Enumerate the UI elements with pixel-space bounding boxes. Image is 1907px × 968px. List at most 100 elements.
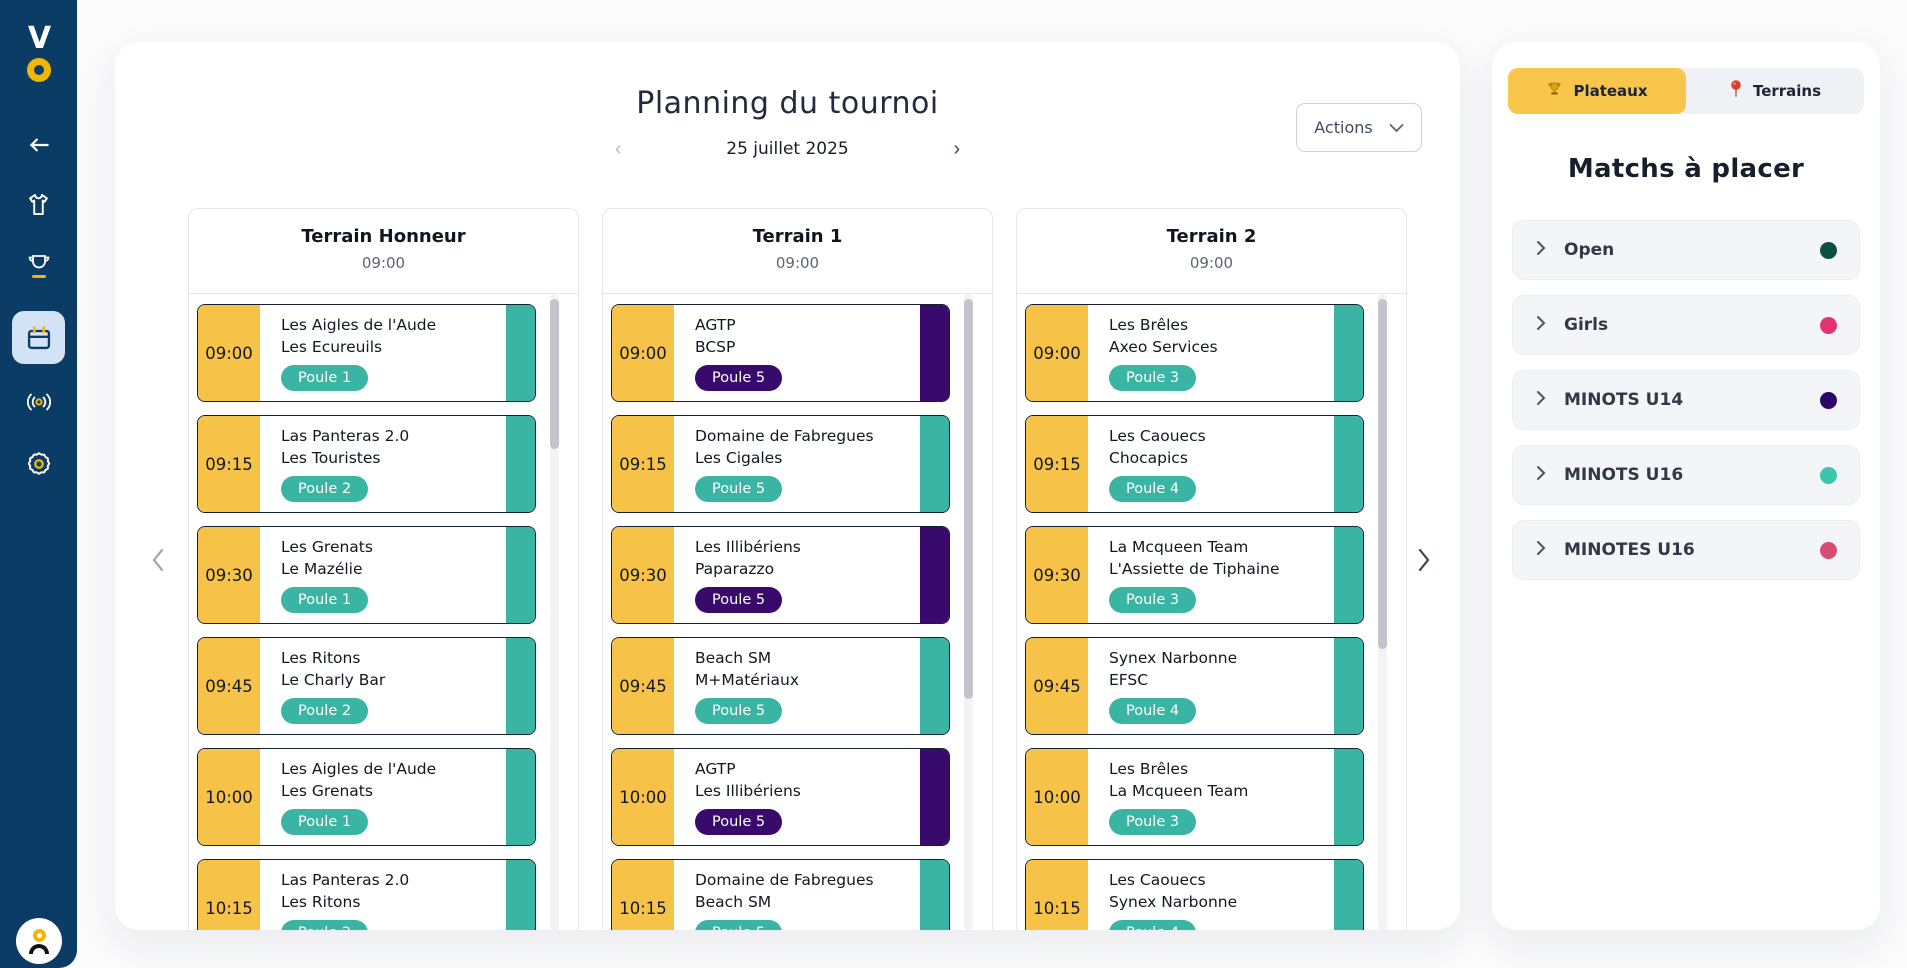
match-card[interactable]: 10:15 Les Caouecs Synex Narbonne Poule 4 (1025, 859, 1364, 930)
carousel-prev-button[interactable] (149, 547, 167, 576)
match-card[interactable]: 10:00 Les Aigles de l'Aude Les Grenats P… (197, 748, 536, 846)
column-scrollbar-thumb[interactable] (1378, 299, 1387, 649)
matches-panel: Plateaux Terrains Matchs à placer Open G… (1492, 42, 1880, 930)
match-time: 09:15 (198, 416, 260, 512)
match-accent-strip (506, 527, 535, 623)
tab-terrains[interactable]: Terrains (1686, 68, 1864, 114)
match-time: 10:00 (1026, 749, 1088, 845)
match-accent-strip (920, 527, 949, 623)
match-time: 10:00 (198, 749, 260, 845)
match-team2: M+Matériaux (695, 671, 800, 689)
match-team1: Les Ritons (281, 649, 361, 667)
match-poule-badge: Poule 2 (281, 920, 369, 930)
match-team2: EFSC (1109, 671, 1149, 689)
match-card[interactable]: 09:45 Les Ritons Le Charly Bar Poule 2 (197, 637, 536, 735)
match-card[interactable]: 09:15 Domaine de Fabregues Les Cigales P… (611, 415, 950, 513)
match-card[interactable]: 09:15 Les Caouecs Chocapics Poule 4 (1025, 415, 1364, 513)
jersey-icon (25, 191, 52, 218)
sidebar-item-tournaments[interactable] (12, 242, 65, 295)
match-team2: Les Touristes (281, 449, 381, 467)
match-poule-badge: Poule 2 (281, 698, 369, 724)
match-card[interactable]: 09:30 La Mcqueen Team L'Assiette de Tiph… (1025, 526, 1364, 624)
match-time: 10:15 (612, 860, 674, 930)
sidebar-item-teams[interactable] (12, 178, 65, 231)
sidebar-item-planning[interactable] (12, 311, 65, 364)
tab-plateaux-label: Plateaux (1573, 82, 1648, 100)
terrain-column-body: 09:00 AGTP BCSP Poule 5 09:15 Domaine de… (603, 294, 992, 930)
match-card[interactable]: 09:45 Synex Narbonne EFSC Poule 4 (1025, 637, 1364, 735)
match-card[interactable]: 09:45 Beach SM M+Matériaux Poule 5 (611, 637, 950, 735)
sidebar-item-live[interactable] (12, 375, 65, 428)
match-info: Les Illibériens Paparazzo Poule 5 (674, 527, 920, 623)
category-row[interactable]: MINOTES U16 (1512, 520, 1860, 580)
match-team2: La Mcqueen Team (1109, 782, 1249, 800)
back-button[interactable] (12, 118, 65, 171)
category-row[interactable]: Open (1512, 220, 1860, 280)
match-time: 09:00 (1026, 305, 1088, 401)
match-team2: Les Illibériens (695, 782, 801, 800)
match-card[interactable]: 09:30 Les Grenats Le Mazélie Poule 1 (197, 526, 536, 624)
match-card[interactable]: 09:00 AGTP BCSP Poule 5 (611, 304, 950, 402)
date-navigator: ‹ 25 juillet 2025 › (115, 139, 1460, 159)
card-list: 09:00 Les Brêles Axeo Services Poule 3 0… (1025, 304, 1364, 930)
current-date-label: 25 juillet 2025 (726, 139, 849, 159)
prev-day-button[interactable]: ‹ (614, 138, 622, 160)
match-accent-strip (920, 860, 949, 930)
match-poule-badge: Poule 3 (1109, 587, 1197, 613)
match-team1: Les Illibériens (695, 538, 801, 556)
avatar-body-icon (29, 943, 49, 954)
match-card[interactable]: 09:00 Les Brêles Axeo Services Poule 3 (1025, 304, 1364, 402)
match-card[interactable]: 10:00 Les Brêles La Mcqueen Team Poule 3 (1025, 748, 1364, 846)
category-row[interactable]: MINOTS U16 (1512, 445, 1860, 505)
category-row[interactable]: MINOTS U14 (1512, 370, 1860, 430)
match-team1: Les Aigles de l'Aude (281, 760, 437, 778)
match-team2: Axeo Services (1109, 338, 1218, 356)
terrain-start-time: 09:00 (361, 254, 406, 272)
match-team1: Les Brêles (1109, 316, 1189, 334)
settings-icon (25, 450, 53, 478)
carousel-next-button[interactable] (1415, 547, 1433, 576)
match-info: Les Aigles de l'Aude Les Grenats Poule 1 (260, 749, 506, 845)
card-list: 09:00 AGTP BCSP Poule 5 09:15 Domaine de… (611, 304, 950, 930)
match-accent-strip (1334, 638, 1363, 734)
match-info: Les Caouecs Chocapics Poule 4 (1088, 416, 1334, 512)
user-avatar[interactable] (16, 918, 62, 964)
category-color-dot (1820, 316, 1837, 334)
match-team2: Les Grenats (281, 782, 373, 800)
column-scrollbar-thumb[interactable] (550, 299, 559, 449)
tab-plateaux[interactable]: Plateaux (1508, 68, 1686, 114)
category-list: Open Girls MINOTS U14 MINOTS U16 MINOTES… (1508, 220, 1864, 580)
column-scrollbar-track[interactable] (550, 294, 559, 930)
match-card[interactable]: 10:15 Domaine de Fabregues Beach SM Poul… (611, 859, 950, 930)
page-title: Planning du tournoi (636, 86, 939, 121)
match-team1: Les Brêles (1109, 760, 1189, 778)
match-card[interactable]: 10:00 AGTP Les Illibériens Poule 5 (611, 748, 950, 846)
chevron-right-icon (1535, 540, 1547, 560)
card-list: 09:00 Les Aigles de l'Aude Les Ecureuils… (197, 304, 536, 930)
match-poule-badge: Poule 1 (281, 809, 369, 835)
match-card[interactable]: 09:00 Les Aigles de l'Aude Les Ecureuils… (197, 304, 536, 402)
match-team1: AGTP (695, 760, 736, 778)
category-row[interactable]: Girls (1512, 295, 1860, 355)
match-accent-strip (506, 305, 535, 401)
next-day-button[interactable]: › (953, 138, 961, 160)
terrain-name: Terrain 2 (1166, 226, 1257, 247)
matches-panel-title: Matchs à placer (1567, 154, 1805, 184)
match-card[interactable]: 09:30 Les Illibériens Paparazzo Poule 5 (611, 526, 950, 624)
match-accent-strip (1334, 305, 1363, 401)
column-scrollbar-thumb[interactable] (964, 299, 973, 699)
sidebar-item-settings[interactable] (12, 437, 65, 490)
match-poule-badge: Poule 5 (695, 698, 783, 724)
match-card[interactable]: 09:15 Las Panteras 2.0 Les Touristes Pou… (197, 415, 536, 513)
match-team1: La Mcqueen Team (1109, 538, 1249, 556)
match-team1: Domaine de Fabregues (695, 871, 874, 889)
match-accent-strip (1334, 860, 1363, 930)
match-info: Domaine de Fabregues Beach SM Poule 5 (674, 860, 920, 930)
actions-dropdown[interactable]: Actions (1296, 103, 1422, 152)
match-poule-badge: Poule 5 (695, 365, 783, 391)
match-team1: Les Caouecs (1109, 871, 1206, 889)
match-team1: Les Caouecs (1109, 427, 1206, 445)
match-card[interactable]: 10:15 Las Panteras 2.0 Les Ritons Poule … (197, 859, 536, 930)
match-poule-badge: Poule 4 (1109, 476, 1197, 502)
